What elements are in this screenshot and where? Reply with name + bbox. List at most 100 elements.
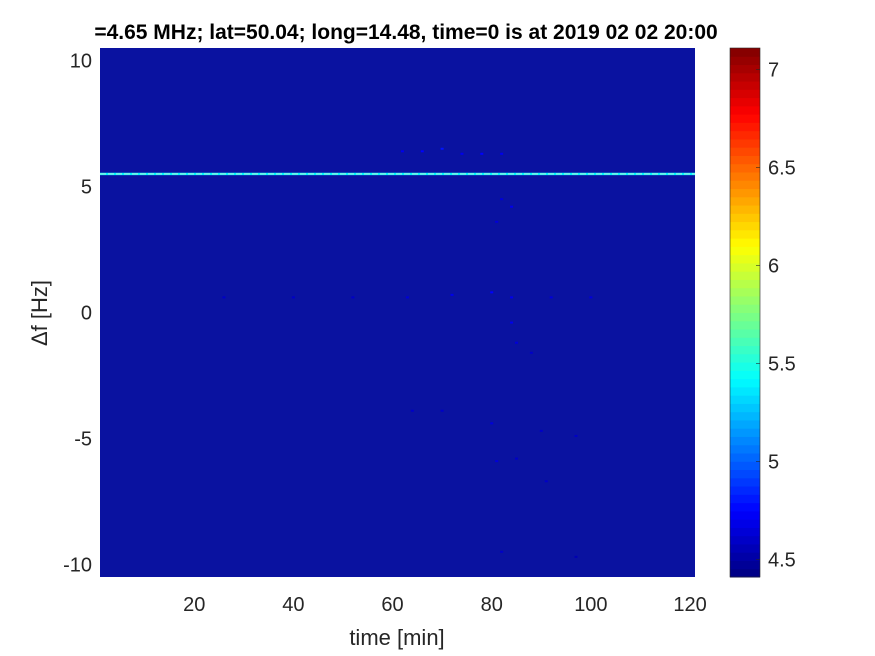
heatmap-spot	[222, 296, 226, 299]
heatmap-spot	[515, 457, 518, 460]
colorbar-segment	[730, 486, 760, 495]
colorbar-segment	[730, 378, 760, 388]
colorbar-segment	[730, 428, 760, 437]
colorbar-segment	[730, 510, 760, 520]
colorbar-segment	[730, 444, 760, 454]
colorbar-segment	[730, 72, 760, 82]
colorbar-segment	[730, 337, 760, 347]
colorbar-segment	[730, 147, 760, 156]
colorbar-segment	[730, 97, 760, 107]
heatmap-spot	[460, 152, 464, 155]
heatmap-spot	[500, 152, 504, 155]
colorbar-segment	[730, 105, 760, 115]
heatmap-spot	[405, 296, 409, 299]
colorbar-border	[729, 47, 761, 578]
colorbar-segment	[730, 453, 760, 462]
y-axis-label: Δf [Hz]	[27, 280, 52, 346]
heatmap-spot	[410, 409, 414, 412]
heatmap-spot	[400, 150, 404, 153]
y-tick-label: 5	[81, 177, 92, 199]
x-tick-label: 120	[673, 594, 706, 616]
colorbar-segment	[730, 229, 760, 239]
x-tick-label: 100	[574, 594, 607, 616]
colorbar-segment	[730, 64, 760, 74]
colorbar-segment	[730, 213, 760, 223]
colorbar-segment	[730, 419, 760, 429]
colorbar-tick-label: 4.5	[768, 549, 796, 571]
colorbar-tick-label: 5.5	[768, 353, 796, 375]
heatmap-spot	[450, 293, 454, 296]
colorbar-segment	[730, 320, 760, 330]
colorbar-segment	[730, 370, 760, 380]
x-tick-label: 40	[282, 594, 304, 616]
colorbar-segment	[730, 89, 760, 99]
colorbar-segment	[730, 287, 760, 297]
x-axis-label: time [min]	[349, 625, 444, 650]
colorbar-segment	[730, 568, 760, 578]
heatmap-spot	[480, 152, 484, 155]
heatmap-spot	[515, 341, 518, 344]
colorbar-segment	[730, 560, 760, 570]
plot-area: 20 40 60 80 100 120 10 5 0 -5 -10	[63, 48, 707, 616]
colorbar-segment	[730, 345, 760, 355]
heatmap-spot	[495, 460, 499, 463]
heatmap-background	[100, 48, 695, 577]
colorbar-segment	[730, 81, 760, 90]
x-tick-label: 80	[481, 594, 503, 616]
heatmap-spot	[574, 555, 578, 558]
colorbar-segment	[730, 535, 760, 545]
x-tick-label: 60	[381, 594, 403, 616]
y-tick-label: -5	[74, 428, 92, 450]
colorbar-segment	[730, 295, 760, 305]
colorbar-segment	[730, 246, 760, 256]
heatmap-spot	[549, 296, 553, 299]
heatmap-spot	[440, 409, 444, 412]
colorbar-segment	[730, 254, 760, 264]
colorbar-segment	[730, 477, 760, 487]
colorbar-segment	[730, 403, 760, 413]
colorbar-segment	[730, 138, 760, 148]
heatmap-spot	[510, 205, 514, 208]
heatmap-spot	[440, 147, 444, 150]
heatmap-spot	[500, 550, 504, 553]
colorbar-segment	[730, 362, 760, 371]
colorbar-segment	[730, 56, 760, 66]
colorbar-segment	[730, 122, 760, 132]
heatmap-spot	[351, 296, 355, 299]
colorbar-segment	[730, 163, 760, 173]
colorbar-segment	[730, 114, 760, 123]
colorbar-segment	[730, 353, 760, 363]
colorbar-segment	[730, 543, 760, 553]
chart-title: =4.65 MHz; lat=50.04; long=14.48, time=0…	[94, 21, 717, 44]
colorbar-segment	[730, 329, 760, 338]
heatmap-spot	[544, 480, 548, 483]
colorbar-segment	[730, 502, 760, 512]
heatmap-spot	[539, 429, 543, 432]
x-tick-label: 20	[183, 594, 205, 616]
heatmap-spot	[490, 291, 494, 294]
colorbar-segment	[730, 48, 760, 57]
colorbar-segment	[730, 271, 760, 280]
heatmap-spot	[490, 422, 494, 425]
colorbar-segment	[730, 312, 760, 322]
colorbar-segment	[730, 494, 760, 504]
colorbar-segment	[730, 386, 760, 396]
heatmap-spot	[500, 198, 504, 201]
colorbar-segment	[730, 155, 760, 165]
colorbar-segment	[730, 180, 760, 190]
colorbar-tick-label: 6	[768, 255, 779, 277]
colorbar-tick-label: 5	[768, 451, 779, 473]
colorbar-segment	[730, 130, 760, 140]
colorbar-segment	[730, 469, 760, 479]
heatmap-spot	[589, 296, 593, 299]
heatmap-spot	[574, 434, 578, 437]
colorbar-segment	[730, 279, 760, 289]
heatmap-spot	[291, 296, 295, 299]
colorbar-segment	[730, 527, 760, 537]
colorbar-segment	[730, 238, 760, 247]
colorbar-segment	[730, 436, 760, 446]
colorbar-segment	[730, 519, 760, 528]
colorbar-segment	[730, 171, 760, 181]
colorbar-segment	[730, 304, 760, 313]
